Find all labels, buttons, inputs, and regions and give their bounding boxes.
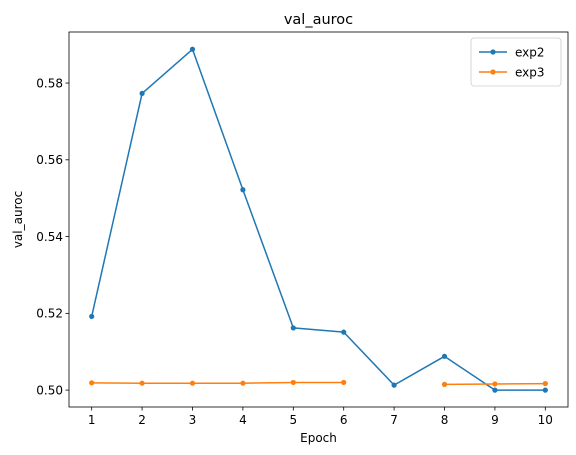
data-point-exp2 <box>542 387 548 393</box>
series-line-exp3 <box>91 381 344 384</box>
x-tick-label: 1 <box>88 413 96 427</box>
y-tick-label: 0.50 <box>36 383 63 397</box>
x-tick-label: 5 <box>289 413 297 427</box>
data-point-exp2 <box>492 387 498 393</box>
x-tick-label: 8 <box>441 413 449 427</box>
data-point-exp2 <box>240 187 246 193</box>
chart-title: val_auroc <box>284 12 353 28</box>
data-point-exp3 <box>542 380 548 387</box>
y-tick-label: 0.54 <box>36 230 63 244</box>
data-point-exp2 <box>441 353 448 359</box>
data-point-exp3 <box>341 379 347 386</box>
x-tick-label: 9 <box>491 413 499 427</box>
x-tick-label: 10 <box>538 413 553 427</box>
x-tick-label: 2 <box>138 413 146 427</box>
data-point-exp2 <box>89 313 95 320</box>
data-point-exp2 <box>290 325 296 331</box>
legend-label-exp3: exp3 <box>515 65 545 79</box>
y-tick-label: 0.52 <box>36 307 63 321</box>
x-tick-label: 7 <box>390 413 398 427</box>
data-point-exp3 <box>240 380 246 386</box>
data-point-exp2 <box>189 46 196 52</box>
data-point-exp3 <box>290 379 296 386</box>
data-point-exp3 <box>189 380 196 386</box>
data-point-exp3 <box>89 380 95 386</box>
plot-area: 1 2 3 4 5 6 7 8 9 10 0.50 0.52 0.54 0.56 0.58 exp2 exp3 <box>36 31 569 427</box>
data-point-exp2 <box>341 329 347 335</box>
y-tick-label: 0.56 <box>36 153 63 167</box>
data-point-exp2 <box>391 382 397 388</box>
x-tick-label: 6 <box>340 413 348 427</box>
legend-marker-exp3 <box>490 69 496 75</box>
data-point-exp2 <box>139 90 145 97</box>
legend-label-exp2: exp2 <box>515 45 545 59</box>
data-point-exp3 <box>441 381 448 387</box>
data-point-exp3 <box>492 381 498 387</box>
x-tick-label: 4 <box>239 413 247 427</box>
series-line-exp2 <box>90 48 546 391</box>
data-point-exp3 <box>139 380 145 386</box>
legend-marker-exp2 <box>490 49 496 55</box>
x-axis-label: Epoch <box>300 431 337 445</box>
y-tick-label: 0.58 <box>36 76 63 90</box>
y-axis-label: val_auroc <box>11 191 25 248</box>
x-tick-label: 3 <box>189 413 197 427</box>
axes-frame <box>68 31 569 408</box>
